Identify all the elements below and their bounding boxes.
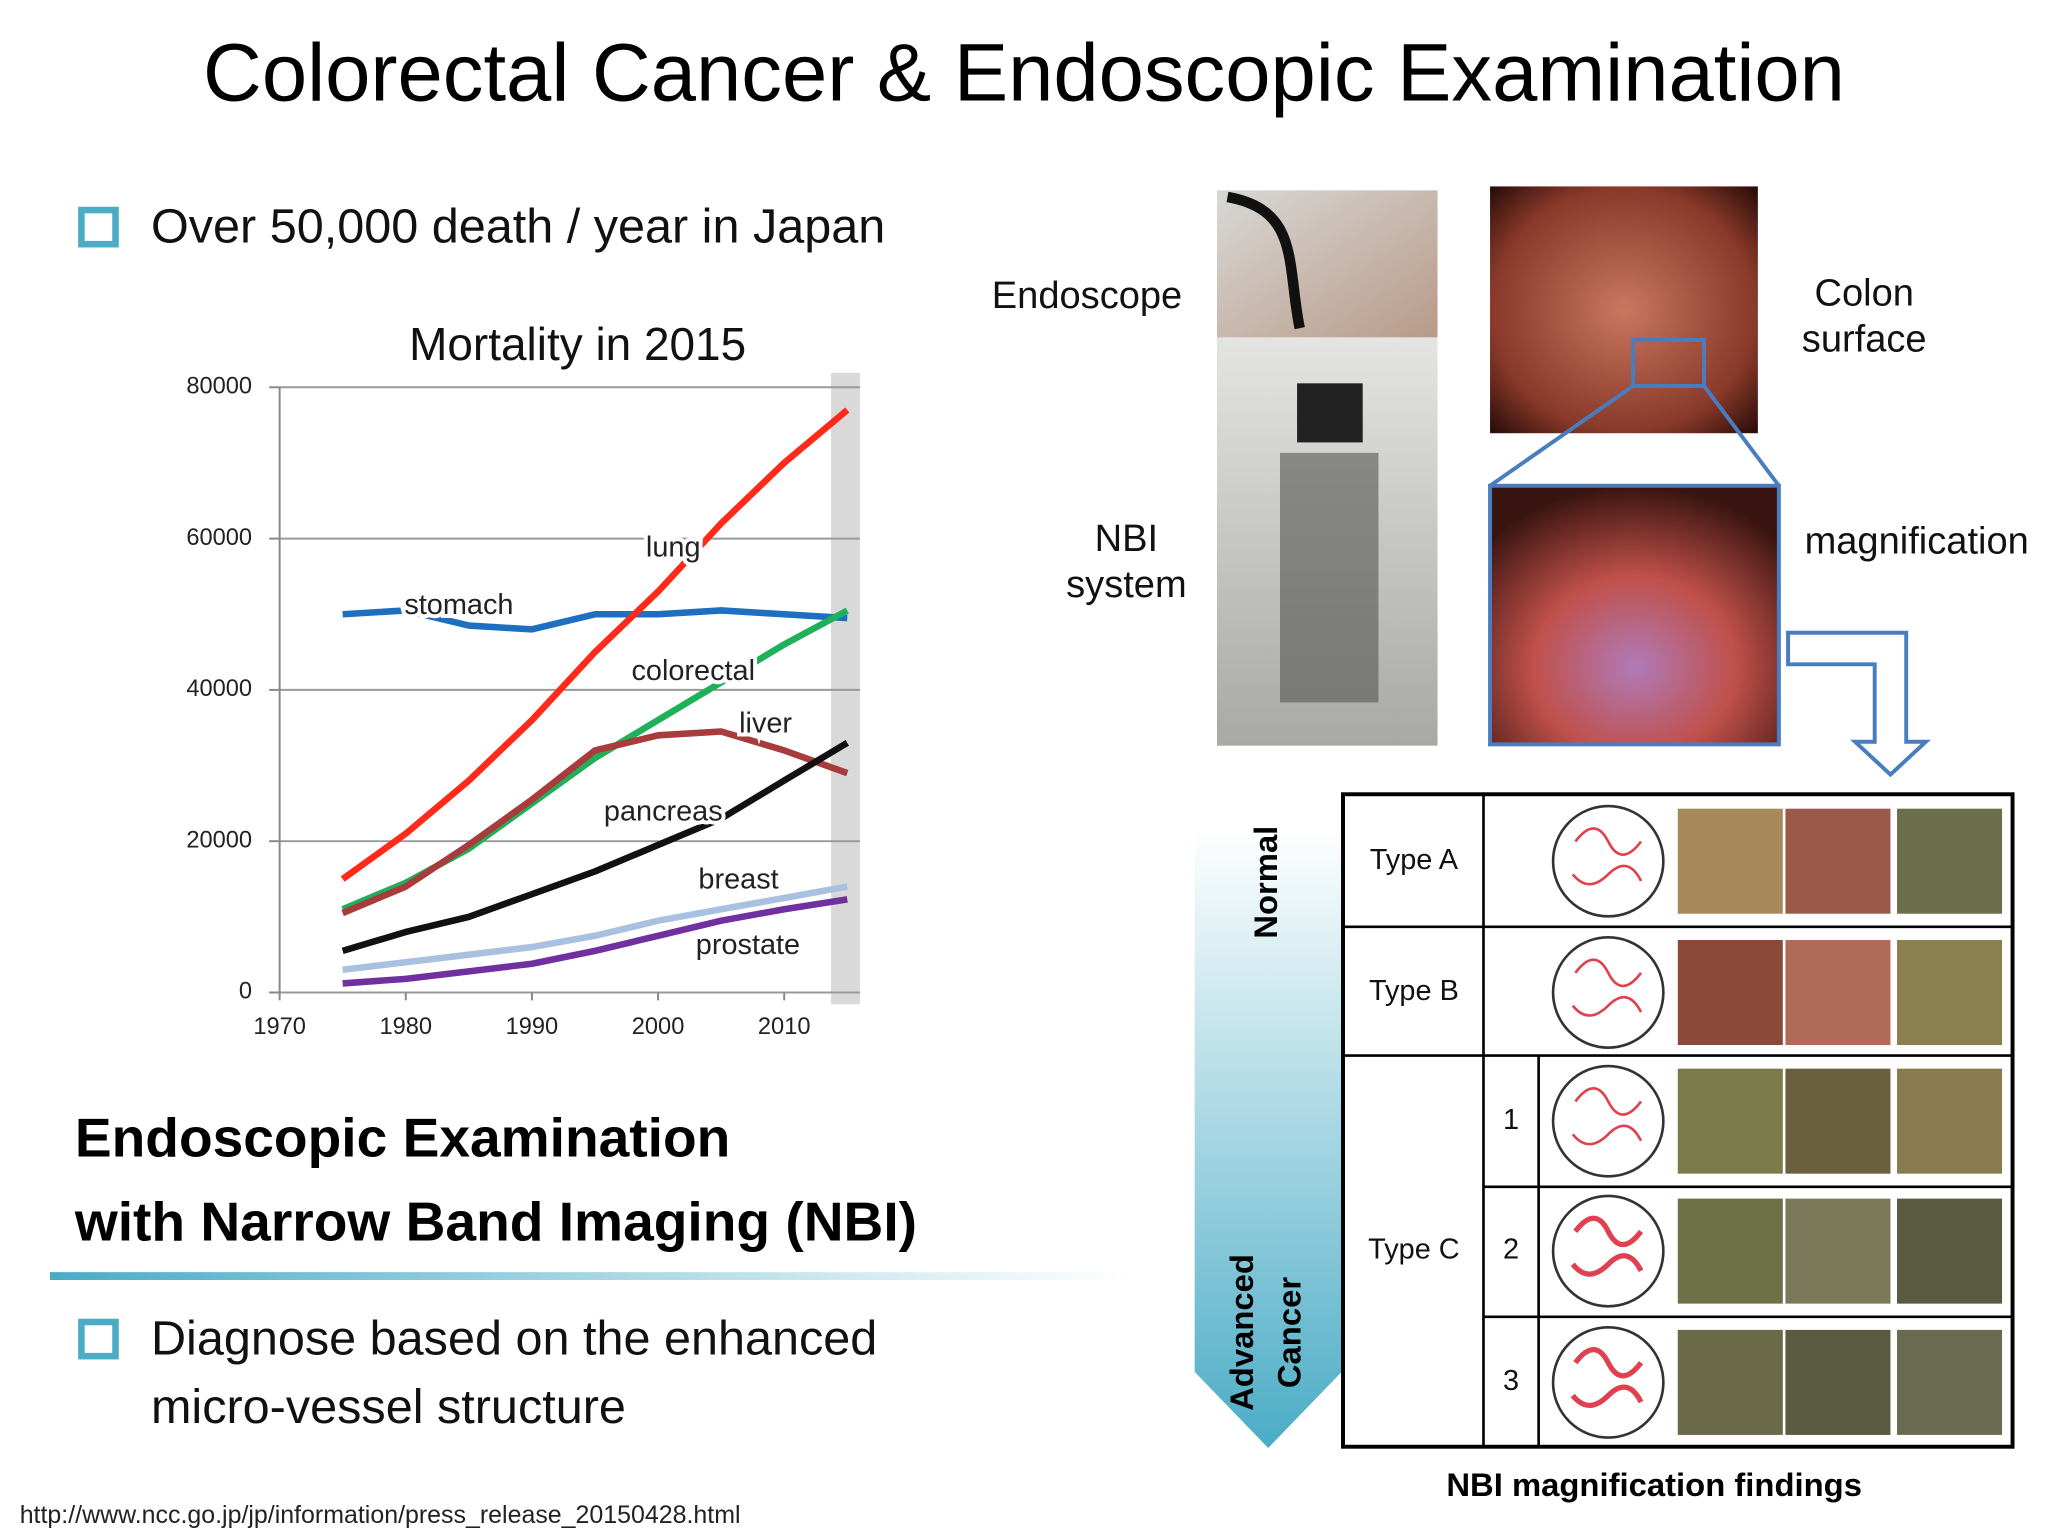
series-label: breast xyxy=(698,864,778,896)
subtype-label: 2 xyxy=(1503,1234,1519,1266)
section-heading: Endoscopic Examination xyxy=(75,1107,731,1169)
subtype-label: 3 xyxy=(1503,1365,1519,1397)
slide-title: Colorectal Cancer & Endoscopic Examinati… xyxy=(203,27,1845,118)
series-label: pancreas xyxy=(604,795,723,827)
pattern-vessels xyxy=(1571,1087,1643,1146)
sample-image xyxy=(1897,939,2003,1046)
sample-image xyxy=(1677,1198,1783,1304)
flow-arrow xyxy=(1786,630,1931,778)
endoscope-photo xyxy=(1216,190,1438,338)
zoom-lines xyxy=(1488,384,1781,488)
type-label: Type B xyxy=(1369,975,1459,1007)
series-label: liver xyxy=(739,707,792,739)
table-caption: NBI magnification findings xyxy=(1446,1466,1862,1503)
scale-label: Cancer xyxy=(1270,1277,1307,1388)
sample-image xyxy=(1897,808,2003,914)
source-url: http://www.ncc.go.jp/jp/information/pres… xyxy=(20,1501,741,1529)
bullet-text: micro-vessel structure xyxy=(151,1380,626,1434)
series-label: stomach xyxy=(404,589,513,621)
sample-image xyxy=(1785,808,1891,914)
series-line xyxy=(342,896,848,987)
table-rules xyxy=(1343,794,2013,1447)
sample-image xyxy=(1677,1329,1783,1435)
monitor xyxy=(1297,383,1363,443)
scale-label: Normal xyxy=(1247,826,1284,939)
zoom-box xyxy=(1631,338,1707,388)
photo-label: system xyxy=(1066,564,1187,606)
sample-image xyxy=(1677,808,1783,914)
sample-image xyxy=(1785,1329,1891,1435)
x-tick-label: 1980 xyxy=(379,1014,432,1040)
magnified-photo xyxy=(1488,483,1781,747)
bullet-text: Diagnose based on the enhanced xyxy=(151,1312,877,1366)
photo-label: surface xyxy=(1802,318,1927,360)
series-label: colorectal xyxy=(631,655,755,687)
x-tick-label: 2010 xyxy=(758,1014,811,1040)
pattern-vessels xyxy=(1570,1215,1644,1277)
subtype-label: 1 xyxy=(1503,1104,1519,1136)
pattern-diagram xyxy=(1551,936,1665,1049)
photo-label: Colon xyxy=(1814,272,1913,314)
y-tick-label: 20000 xyxy=(186,827,252,853)
pattern-vessels xyxy=(1571,827,1643,886)
pattern-vessels xyxy=(1571,958,1643,1017)
photo-label: Endoscope xyxy=(992,275,1182,317)
photo-label: NBI xyxy=(1095,518,1158,560)
type-label: Type A xyxy=(1370,844,1459,876)
pattern-diagram xyxy=(1551,1064,1665,1178)
series-line xyxy=(342,883,848,974)
sample-image xyxy=(1677,1068,1783,1174)
highlight-band xyxy=(831,372,860,1005)
sample-image xyxy=(1785,1068,1891,1174)
y-tick-label: 80000 xyxy=(186,374,252,400)
divider xyxy=(49,1272,1130,1280)
x-tick-label: 1970 xyxy=(253,1014,306,1040)
y-tick-label: 0 xyxy=(239,979,252,1005)
section-heading: with Narrow Band Imaging (NBI) xyxy=(74,1191,917,1253)
sample-image xyxy=(1897,1068,2003,1174)
series-label: lung xyxy=(646,531,701,563)
y-tick-label: 60000 xyxy=(186,525,252,551)
sample-image xyxy=(1785,939,1891,1046)
series-label: prostate xyxy=(696,929,800,961)
pattern-diagram xyxy=(1551,1194,1665,1308)
sample-image xyxy=(1897,1198,2003,1304)
cart xyxy=(1280,452,1379,703)
sample-image xyxy=(1897,1329,2003,1435)
severity-arrow xyxy=(1194,827,1342,1449)
line-chart: Mortality in 2015 0 20000 40000 60000 80000 1… xyxy=(186,318,860,1040)
bullet-text: Over 50,000 death / year in Japan xyxy=(151,200,885,254)
nbi-table: Type A Type B Type C 1 2 3 xyxy=(1341,792,2015,1449)
x-tick-label: 1990 xyxy=(506,1014,559,1040)
sample-image xyxy=(1785,1198,1891,1304)
series-line xyxy=(340,407,850,882)
scale-label: Advanced xyxy=(1223,1254,1260,1411)
colon-photo xyxy=(1490,186,1758,434)
x-tick-label: 2000 xyxy=(632,1014,685,1040)
endoscope-cable xyxy=(1226,191,1305,330)
series-line xyxy=(342,607,848,633)
photo-label: magnification xyxy=(1805,521,2029,563)
series-line xyxy=(341,728,849,917)
pattern-diagram xyxy=(1551,804,1665,918)
bullet-icon xyxy=(78,1318,119,1360)
sample-image xyxy=(1677,939,1783,1046)
type-label: Type C xyxy=(1368,1234,1459,1266)
series-line xyxy=(341,739,849,955)
pattern-diagram xyxy=(1551,1325,1665,1439)
pattern-vessels xyxy=(1570,1347,1644,1408)
bullet-icon xyxy=(78,206,119,248)
y-tick-label: 40000 xyxy=(186,676,252,702)
chart-title: Mortality in 2015 xyxy=(409,318,746,370)
